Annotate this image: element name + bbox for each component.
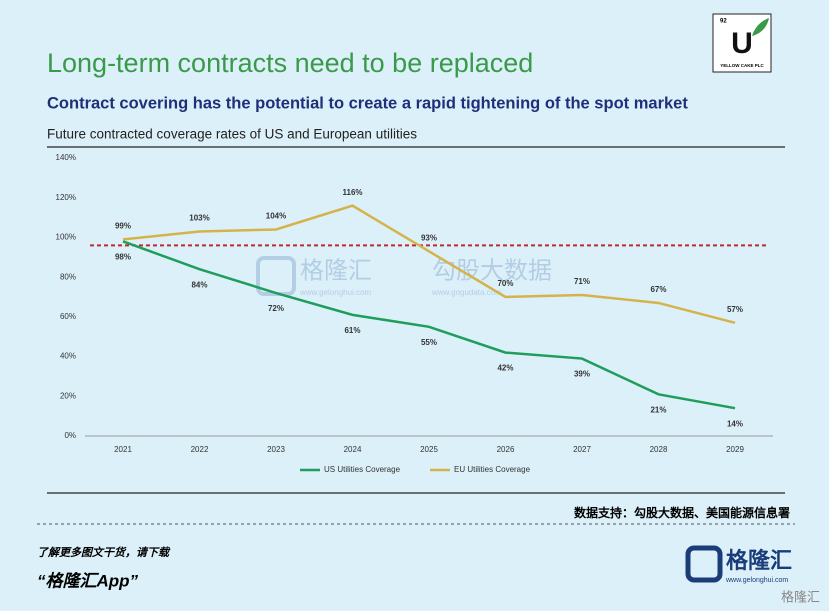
x-tick-label: 2021 bbox=[114, 445, 132, 454]
data-label: 98% bbox=[115, 253, 131, 262]
watermark-brand: 格隆汇 bbox=[300, 257, 372, 284]
data-label: 70% bbox=[497, 279, 513, 288]
y-tick-label: 40% bbox=[60, 352, 76, 361]
data-label: 71% bbox=[574, 277, 590, 286]
y-tick-label: 20% bbox=[60, 391, 76, 400]
data-label: 21% bbox=[650, 405, 666, 414]
data-label: 67% bbox=[650, 285, 666, 294]
slide-subtitle: Contract covering has the potential to c… bbox=[47, 94, 688, 112]
logo-letter: U bbox=[731, 27, 753, 60]
corner-brand: 格隆汇 bbox=[781, 589, 820, 604]
data-label: 55% bbox=[421, 338, 437, 347]
watermark-url: www.gelonghui.com bbox=[299, 288, 371, 297]
x-tick-label: 2022 bbox=[191, 445, 209, 454]
footer-logo: 格隆汇 bbox=[726, 548, 792, 573]
slide-title: Long-term contracts need to be replaced bbox=[47, 48, 533, 78]
series-line bbox=[122, 204, 736, 325]
y-tick-label: 120% bbox=[56, 193, 76, 202]
footer-logo-icon bbox=[685, 545, 723, 583]
series-line bbox=[122, 240, 736, 410]
data-label: 39% bbox=[574, 370, 590, 379]
logo-name: YELLOW CAKE PLC bbox=[720, 63, 764, 68]
data-label: 103% bbox=[189, 214, 209, 223]
legend-label: US Utilities Coverage bbox=[324, 465, 401, 474]
y-tick-label: 100% bbox=[56, 233, 76, 242]
y-tick-label: 80% bbox=[60, 272, 76, 281]
y-tick-label: 60% bbox=[60, 312, 76, 321]
data-label: 61% bbox=[344, 326, 360, 335]
watermark-data-brand: 勾股大数据 bbox=[432, 257, 552, 284]
x-tick-label: 2025 bbox=[420, 445, 438, 454]
footer-prompt: 了解更多图文干货，请下载 bbox=[37, 546, 171, 559]
x-tick-label: 2024 bbox=[344, 445, 362, 454]
data-label: 14% bbox=[727, 419, 743, 428]
logo-leaf bbox=[752, 18, 769, 36]
watermark-data-url: www.gogudata.com bbox=[431, 288, 502, 297]
y-tick-label: 0% bbox=[64, 431, 76, 440]
chart-title: Future contracted coverage rates of US a… bbox=[47, 127, 417, 142]
data-label: 72% bbox=[268, 304, 284, 313]
footer-logo-url: www.gelonghui.com bbox=[725, 577, 788, 584]
data-label: 104% bbox=[266, 212, 286, 221]
watermark: 格隆汇 www.gelonghui.com 勾股大数据 www.gogudata… bbox=[256, 256, 552, 297]
logo-number: 92 bbox=[720, 19, 727, 25]
x-tick-label: 2026 bbox=[497, 445, 515, 454]
x-tick-label: 2029 bbox=[726, 445, 744, 454]
data-label: 99% bbox=[115, 222, 131, 231]
x-tick-label: 2023 bbox=[267, 445, 285, 454]
data-label: 57% bbox=[727, 305, 743, 314]
legend-label: EU Utilities Coverage bbox=[454, 465, 531, 474]
source: 数据支持：勾股大数据、美国能源信息署 bbox=[574, 505, 790, 520]
footer-app: “格隆汇App” bbox=[37, 571, 139, 590]
data-label: 116% bbox=[342, 188, 362, 197]
data-label: 42% bbox=[497, 364, 513, 373]
x-tick-label: 2028 bbox=[650, 445, 668, 454]
data-label: 84% bbox=[191, 280, 207, 289]
data-label: 93% bbox=[421, 233, 437, 242]
x-tick-label: 2027 bbox=[573, 445, 591, 454]
y-tick-label: 140% bbox=[56, 153, 76, 162]
